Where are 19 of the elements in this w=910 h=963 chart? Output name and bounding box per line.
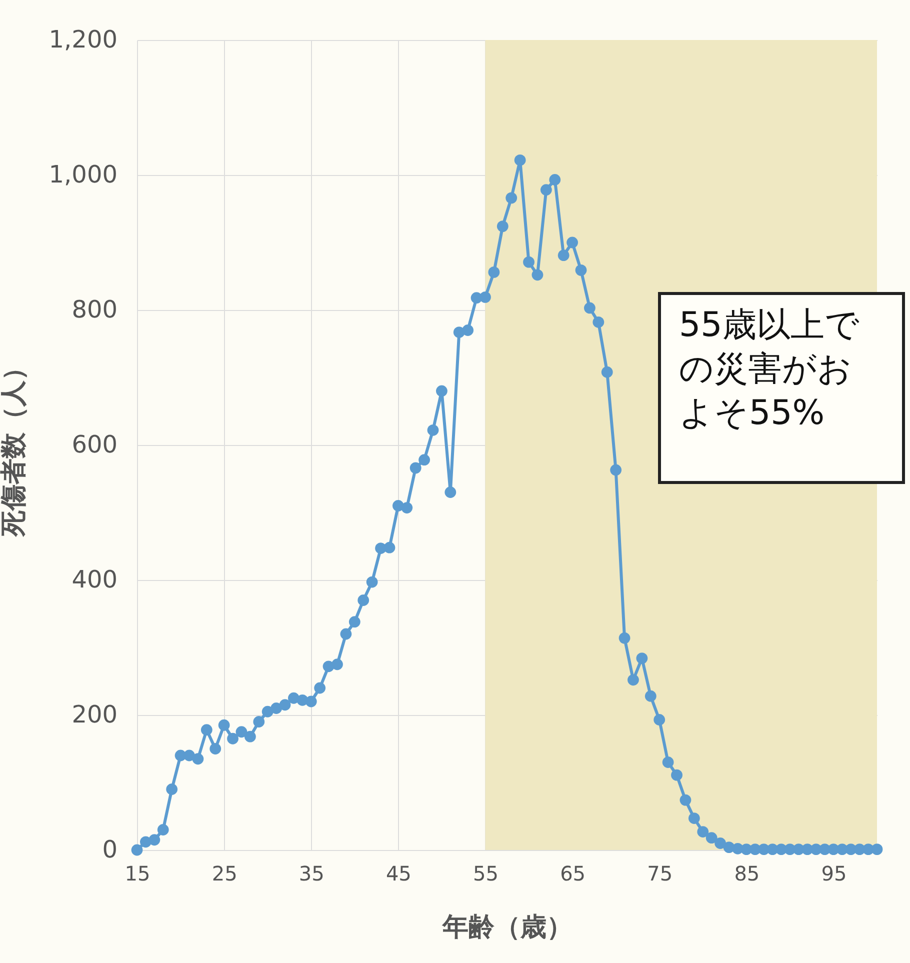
- x-tick-label: 35: [298, 862, 324, 886]
- y-tick-label: 400: [72, 566, 118, 594]
- x-tick-label: 75: [647, 862, 673, 886]
- y-tick-label: 600: [72, 430, 118, 458]
- x-tick-label: 65: [560, 862, 586, 886]
- x-tick-label: 95: [821, 862, 847, 886]
- x-tick-label: 55: [473, 862, 498, 886]
- note-box: 55歳以上での災害がおよそ55%: [658, 292, 905, 484]
- y-tick-label: 1,200: [48, 26, 118, 54]
- y-tick-label: 200: [72, 700, 118, 728]
- x-axis-title: 年齢（歳）: [442, 912, 572, 942]
- x-tick-label: 15: [124, 862, 150, 886]
- y-tick-label: 800: [72, 296, 118, 324]
- y-axis-title: 死傷者数（人）: [0, 354, 29, 538]
- y-tick-label: 1,000: [48, 160, 118, 188]
- x-tick-label: 25: [212, 862, 238, 886]
- x-tick-label: 45: [386, 862, 412, 886]
- y-tick-label: 0: [102, 836, 118, 864]
- x-tick-label: 85: [734, 862, 760, 886]
